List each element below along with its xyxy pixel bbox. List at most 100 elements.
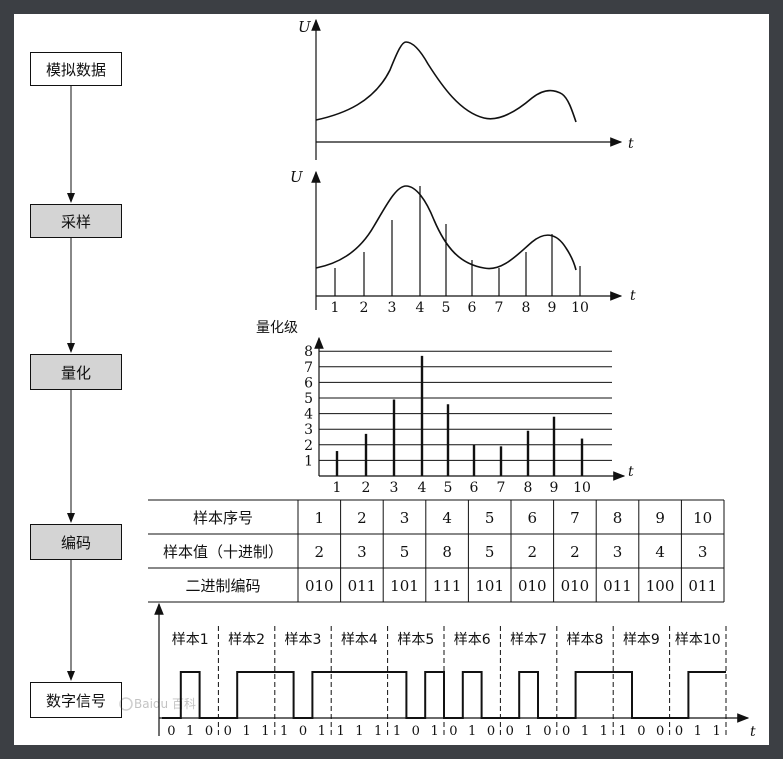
table-cell: 4 bbox=[442, 509, 452, 527]
table-cell: 2 bbox=[315, 543, 325, 561]
table-cell: 5 bbox=[485, 543, 495, 561]
segment-label: 样本6 bbox=[454, 632, 491, 648]
table-cell: 2 bbox=[528, 543, 538, 561]
table-cell: 111 bbox=[433, 577, 462, 595]
table-cell: 3 bbox=[613, 543, 623, 561]
x-axis-label: t bbox=[628, 136, 634, 152]
y-tick-label: 6 bbox=[304, 375, 313, 391]
x-tick-label: 6 bbox=[470, 480, 479, 496]
bit-label: 0 bbox=[299, 724, 307, 739]
x-tick-label: 5 bbox=[442, 300, 451, 316]
x-tick-label: 3 bbox=[390, 480, 399, 496]
table-cell: 4 bbox=[655, 543, 665, 561]
y-axis-label: 量化级 bbox=[256, 320, 298, 336]
digital-waveform bbox=[162, 671, 726, 719]
step-digital-signal-box: 数字信号 bbox=[30, 682, 122, 718]
segment-label: 样本2 bbox=[228, 632, 265, 648]
table-cell: 011 bbox=[603, 577, 632, 595]
bit-label: 0 bbox=[487, 724, 495, 739]
y-tick-label: 1 bbox=[304, 453, 313, 469]
quantized-sample-bars bbox=[335, 355, 584, 476]
bit-label: 0 bbox=[224, 724, 232, 739]
bit-label: 1 bbox=[524, 724, 532, 739]
table-cell: 3 bbox=[400, 509, 410, 527]
bit-label: 1 bbox=[694, 724, 702, 739]
bit-label: 1 bbox=[280, 724, 288, 739]
bit-label: 0 bbox=[167, 724, 175, 739]
table-cell: 100 bbox=[646, 577, 675, 595]
x-tick-label: 8 bbox=[524, 480, 533, 496]
x-tick-label: 5 bbox=[444, 480, 453, 496]
step-quantization-box: 量化 bbox=[30, 354, 122, 390]
table-row-header: 样本值（十进制） bbox=[163, 543, 283, 561]
x-tick-label: 10 bbox=[573, 480, 591, 496]
segment-label: 样本10 bbox=[675, 632, 721, 648]
x-tick-label: 10 bbox=[571, 300, 589, 316]
watermark-text: Baidu 百科 bbox=[134, 697, 196, 711]
figure-frame: 模拟数据 采样 量化 编码 数字信号 U t U bbox=[14, 14, 769, 745]
table-cell: 9 bbox=[655, 509, 665, 527]
x-tick-label: 1 bbox=[333, 480, 342, 496]
step-analog-data-box: 模拟数据 bbox=[30, 52, 122, 86]
analog-curve bbox=[315, 41, 577, 123]
x-tick-label: 7 bbox=[495, 300, 504, 316]
segment-label: 样本8 bbox=[567, 632, 604, 648]
step-label: 量化 bbox=[60, 363, 91, 382]
table-cell: 10 bbox=[693, 509, 712, 527]
x-axis-label: t bbox=[628, 464, 634, 480]
step-label: 模拟数据 bbox=[45, 60, 106, 79]
y-axis-label: U bbox=[290, 168, 304, 186]
table-cell: 5 bbox=[400, 543, 410, 561]
table-cell: 1 bbox=[315, 509, 325, 527]
x-tick-label: 4 bbox=[416, 300, 425, 316]
table-cell: 3 bbox=[357, 543, 367, 561]
bit-label: 1 bbox=[242, 724, 250, 739]
table-cell: 3 bbox=[698, 543, 708, 561]
y-tick-label: 2 bbox=[304, 438, 313, 454]
bit-label: 1 bbox=[712, 724, 720, 739]
bit-label: 0 bbox=[637, 724, 645, 739]
sample-segments: 样本1 样本2 样本3 样本4 样本5 样本6 样本7 样本8 样本9 样本10 bbox=[172, 626, 727, 736]
x-axis-label: t bbox=[630, 288, 636, 304]
x-tick-label: 2 bbox=[362, 480, 371, 496]
segment-label: 样本1 bbox=[172, 632, 209, 648]
table-cell: 7 bbox=[570, 509, 580, 527]
bit-label: 1 bbox=[618, 724, 626, 739]
watermark: Baidu 百科 bbox=[119, 697, 196, 711]
bit-label: 1 bbox=[600, 724, 608, 739]
bit-label: 1 bbox=[186, 724, 194, 739]
table-cell: 2 bbox=[570, 543, 580, 561]
table-row-header: 二进制编码 bbox=[185, 577, 260, 595]
sample-lines bbox=[334, 186, 581, 296]
x-tick-label: 9 bbox=[548, 300, 557, 316]
segment-label: 样本7 bbox=[510, 632, 547, 648]
table-cell: 010 bbox=[561, 577, 590, 595]
y-tick-label: 7 bbox=[304, 360, 313, 376]
y-tick-label: 8 bbox=[304, 344, 313, 360]
y-tick-label: 3 bbox=[304, 422, 313, 438]
step-label: 编码 bbox=[60, 533, 91, 552]
table-cell: 011 bbox=[348, 577, 377, 595]
segment-label: 样本5 bbox=[397, 632, 434, 648]
table-cell: 101 bbox=[390, 577, 419, 595]
bit-label: 0 bbox=[506, 724, 514, 739]
x-tick-label: 2 bbox=[360, 300, 369, 316]
sample-tick-labels: 1 2 3 4 5 6 7 8 9 10 bbox=[331, 300, 589, 316]
y-tick-label: 5 bbox=[304, 391, 313, 407]
x-tick-label: 4 bbox=[418, 480, 427, 496]
bit-label: 0 bbox=[562, 724, 570, 739]
quantization-grid bbox=[319, 350, 612, 461]
table-cell: 010 bbox=[518, 577, 547, 595]
quantization-tick-labels: 1 2 3 4 5 6 7 8 9 10 bbox=[333, 480, 591, 496]
bit-label: 1 bbox=[355, 724, 363, 739]
table-cell: 101 bbox=[475, 577, 504, 595]
bit-label: 1 bbox=[430, 724, 438, 739]
bit-label: 1 bbox=[468, 724, 476, 739]
table-cell: 010 bbox=[305, 577, 334, 595]
bit-label: 0 bbox=[675, 724, 683, 739]
table-cell: 8 bbox=[613, 509, 623, 527]
